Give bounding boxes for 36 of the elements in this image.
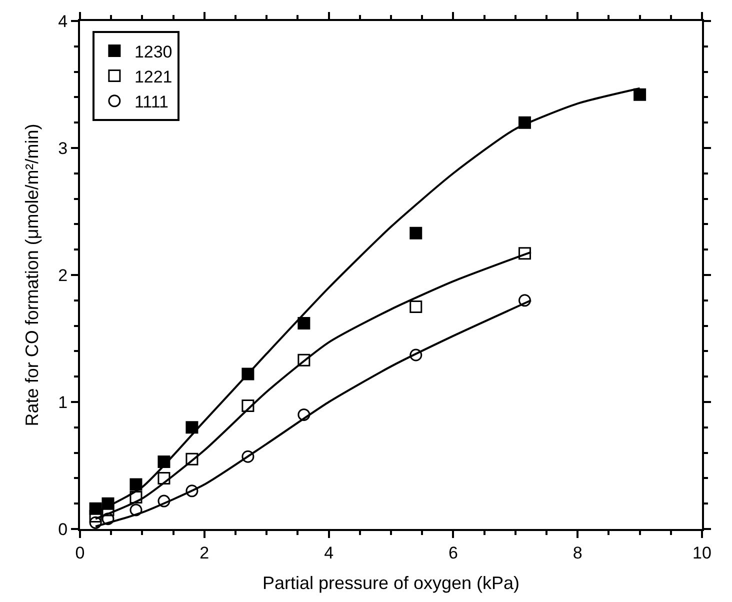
x-tick-label: 4 — [324, 543, 334, 562]
point — [242, 450, 254, 463]
x-tick-label: 10 — [692, 543, 712, 562]
y-tick-label: 1 — [58, 392, 68, 412]
point — [410, 300, 422, 313]
y-tick-label: 4 — [58, 12, 68, 31]
legend-label: 1111 — [134, 92, 168, 112]
y-tick-label: 0 — [58, 520, 68, 539]
y-tick-label: 2 — [58, 266, 68, 285]
point — [186, 484, 198, 498]
point — [298, 354, 310, 366]
x-axis-title: Partial pressure of oxygen (kPa) — [262, 573, 520, 593]
x-tick-label: 2 — [200, 543, 210, 562]
point — [186, 421, 198, 434]
legend-label: 1230 — [134, 42, 172, 62]
y-axis-title: Rate for CO formation (μmole/m²/min) — [22, 124, 42, 426]
point — [89, 516, 102, 529]
point — [298, 317, 310, 330]
point — [410, 226, 422, 240]
point — [410, 348, 422, 362]
point — [298, 408, 310, 421]
point — [242, 400, 254, 412]
point — [186, 452, 198, 466]
point — [518, 294, 531, 307]
point — [634, 88, 646, 101]
x-tick-label: 0 — [75, 543, 85, 562]
x-tick-label: 6 — [448, 543, 458, 562]
point — [130, 491, 142, 504]
point — [158, 472, 170, 484]
x-tick-label: 8 — [572, 543, 582, 562]
point — [130, 478, 142, 491]
point — [130, 504, 142, 516]
point — [518, 247, 531, 260]
legend-label: 1221 — [134, 67, 172, 86]
y-tick-label: 3 — [58, 138, 68, 158]
point — [158, 494, 170, 508]
